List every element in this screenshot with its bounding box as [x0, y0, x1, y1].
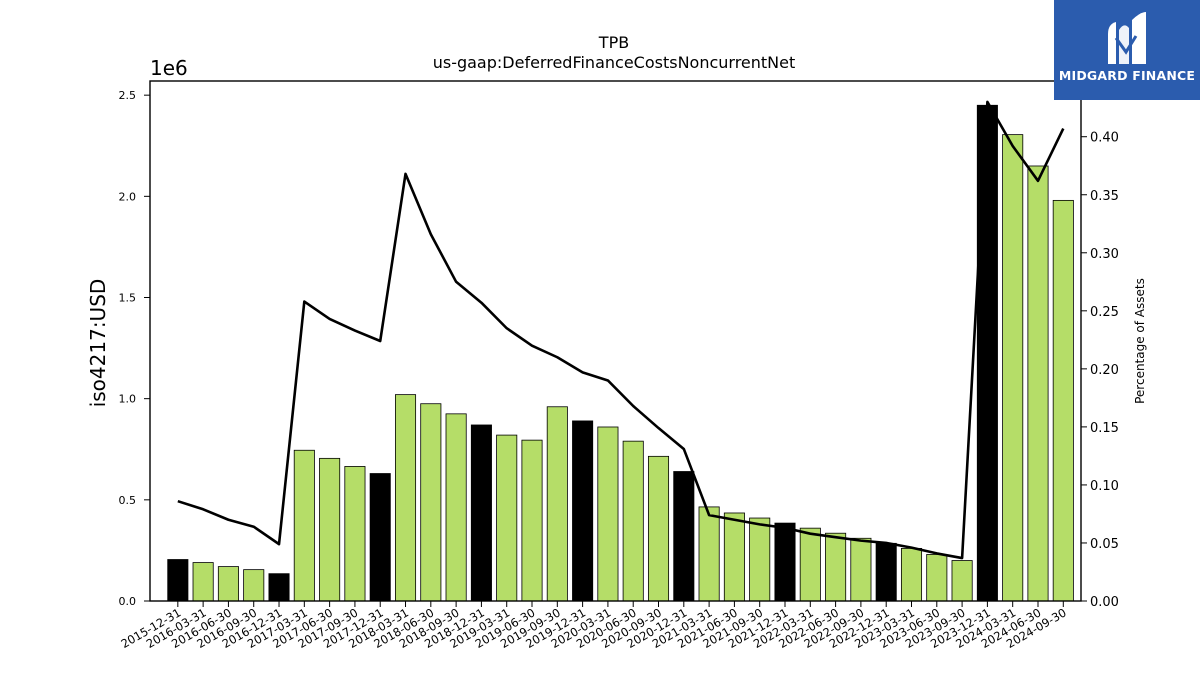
bar-2021-03-31	[698, 506, 720, 602]
chart-title: TPB	[598, 33, 629, 52]
bar-2017-06-30	[319, 457, 341, 602]
bar-2018-03-31	[394, 394, 417, 602]
bar-2016-12-31	[268, 573, 290, 602]
y2-tick-label: 0.10	[1090, 479, 1119, 494]
bar-2024-03-31	[1002, 134, 1024, 602]
plot-frame	[149, 80, 1082, 602]
bar-2024-09-30	[1052, 199, 1074, 602]
bar-2016-03-31	[192, 562, 214, 602]
bar-2023-06-30	[926, 554, 948, 602]
bar-2020-06-30	[622, 440, 644, 602]
y-tick-label: 1.0	[119, 393, 137, 406]
y2-tick-label: 0.20	[1090, 363, 1119, 378]
bar-2023-03-31	[900, 547, 923, 602]
y2-tick-label: 0.05	[1090, 537, 1119, 552]
y-tick-label: 0.0	[119, 595, 137, 608]
logo: MIDGARD FINANCE	[1054, 0, 1200, 100]
bar-2015-12-31	[167, 559, 189, 602]
bar-2022-12-31	[875, 542, 897, 602]
bar-2022-06-30	[825, 532, 847, 602]
bar-2023-12-31	[976, 104, 998, 602]
logo-text: MIDGARD FINANCE	[1058, 68, 1196, 83]
y2-tick-label: 0.00	[1090, 595, 1119, 610]
y-axis-label: iso4217:USD	[86, 279, 110, 408]
y-tick-label: 0.5	[119, 494, 137, 507]
bar-2019-09-30	[546, 406, 568, 602]
bar-2020-09-30	[647, 455, 670, 602]
bar-2019-06-30	[521, 439, 543, 602]
y2-tick-label: 0.15	[1090, 421, 1119, 436]
y2-tick-label: 0.30	[1090, 247, 1119, 262]
logo-mark-icon	[1108, 12, 1146, 64]
y-offset-label: 1e6	[150, 56, 188, 80]
bar-2021-12-31	[774, 522, 796, 602]
y-tick-label: 1.5	[119, 291, 137, 304]
y2-tick-label: 0.40	[1090, 131, 1119, 146]
chart-subtitle: us-gaap:DeferredFinanceCostsNoncurrentNe…	[433, 53, 796, 72]
bar-2020-03-31	[597, 426, 619, 602]
bar-2016-09-30	[243, 569, 265, 602]
y-tick-label: 2.5	[119, 89, 137, 102]
y-tick-label: 2.0	[119, 190, 137, 203]
bar-2017-09-30	[344, 466, 366, 602]
percentage-line	[177, 100, 1065, 560]
bar-2022-09-30	[850, 537, 872, 602]
bar-2019-03-31	[496, 434, 518, 602]
bar-2018-06-30	[420, 403, 442, 602]
bar-2021-09-30	[749, 517, 771, 602]
line-group	[177, 100, 1065, 560]
bar-2019-12-31	[572, 420, 594, 602]
bar-2018-12-31	[470, 424, 492, 602]
bar-2016-06-30	[217, 566, 239, 602]
bar-2021-06-30	[723, 512, 745, 602]
bar-2023-09-30	[951, 560, 973, 602]
bars-group	[167, 104, 1074, 602]
y2-tick-label: 0.35	[1090, 189, 1119, 204]
bar-2017-12-31	[369, 473, 391, 602]
bar-2022-03-31	[799, 527, 821, 602]
bar-2018-09-30	[445, 413, 467, 602]
bar-2024-06-30	[1027, 165, 1049, 602]
axes-group: 0.0 0.5 1.0 1.5 2.0 2.5 0.00 0.05 0.10 0.15 0.20 0.…	[118, 80, 1119, 651]
bar-2017-03-31	[293, 449, 315, 602]
y2-tick-label: 0.25	[1090, 305, 1119, 320]
y2-axis-label: Percentage of Assets	[1133, 278, 1147, 404]
bar-2020-12-31	[673, 471, 695, 602]
